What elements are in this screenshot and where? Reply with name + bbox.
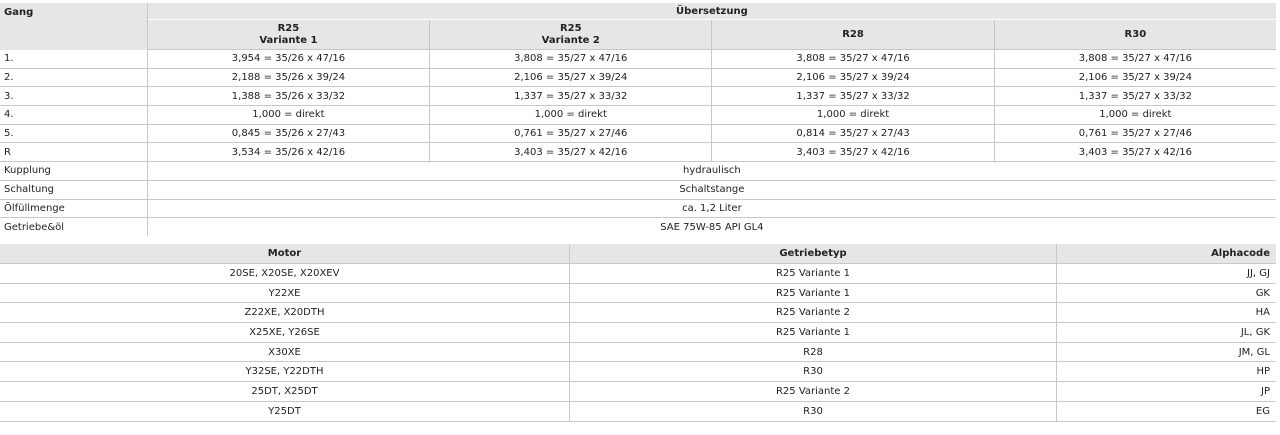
ratio-cell: 0,761 = 35/27 x 27/46 [993, 124, 1276, 144]
motor-cell: Z22XE, X20DTH [0, 302, 570, 324]
gear-label: 3. [0, 86, 148, 107]
spec-row: Ölfüllmenge ca. 1,2 Liter [0, 199, 1276, 219]
alphacode-cell: HP [1056, 361, 1276, 383]
gear-label: 1. [0, 49, 148, 69]
spec-label: Getriebe&öl [0, 217, 148, 236]
motor-cell: X25XE, Y26SE [0, 322, 570, 343]
column-model: R30 [1124, 28, 1147, 40]
getriebetyp-header: Getriebetyp [569, 244, 1057, 264]
alphacode-cell: JP [1056, 381, 1276, 402]
alphacode-cell: JM, GL [1056, 342, 1276, 363]
motor-cell: 25DT, X25DT [0, 381, 570, 402]
gear-row: R 3,534 = 35/26 x 42/16 3,403 = 35/27 x 42… [0, 142, 1276, 163]
column-header: R25 Variante 1 [146, 19, 430, 50]
motor-cell: Y22XE [0, 283, 570, 304]
ratio-cell: 1,000 = direkt [146, 105, 430, 125]
getriebetyp-cell: R30 [569, 401, 1057, 422]
column-header: R30 [993, 19, 1276, 50]
ratio-cell: 1,000 = direkt [993, 105, 1276, 125]
motor-cell: 20SE, X20SE, X20XEV [0, 263, 570, 284]
getriebetyp-cell: R30 [569, 361, 1057, 383]
gear-row: 3. 1,388 = 35/26 x 33/32 1,337 = 35/27 x 3… [0, 86, 1276, 107]
getriebetyp-cell: R25 Variante 1 [569, 283, 1057, 304]
ratio-cell: 2,106 = 35/27 x 39/24 [993, 68, 1276, 88]
column-model: R25 [277, 22, 300, 34]
ratio-cell: 2,188 = 35/26 x 39/24 [146, 68, 430, 88]
spec-value: Schaltstange [147, 180, 1276, 200]
ratio-cell: 1,000 = direkt [711, 105, 995, 125]
column-model: R28 [842, 28, 864, 40]
alphacode-cell: JJ, GJ [1056, 263, 1276, 284]
ratio-cell: 3,403 = 35/27 x 42/16 [429, 142, 712, 163]
uebersetzung-header: Übersetzung [147, 3, 1276, 20]
gear-row: 2. 2,188 = 35/26 x 39/24 2,106 = 35/27 x 3… [0, 68, 1276, 88]
ratio-cell: 3,403 = 35/27 x 42/16 [711, 142, 995, 163]
ratio-cell: 0,845 = 35/26 x 27/43 [146, 124, 430, 144]
getriebetyp-cell: R25 Variante 2 [569, 302, 1057, 324]
spec-value: ca. 1,2 Liter [147, 199, 1276, 219]
ratio-cell: 3,954 = 35/26 x 47/16 [146, 49, 430, 69]
column-variant: Variante 2 [541, 34, 600, 46]
ratio-cell: 0,761 = 35/27 x 27/46 [429, 124, 712, 144]
ratio-cell: 2,106 = 35/27 x 39/24 [711, 68, 995, 88]
alphacode-cell: GK [1056, 283, 1276, 304]
alphacode-cell: EG [1056, 401, 1276, 422]
spec-value: hydraulisch [147, 161, 1276, 181]
motor-row: 20SE, X20SE, X20XEV R25 Variante 1 JJ, GJ [0, 263, 1276, 284]
gang-header: Gang [0, 3, 148, 50]
column-header: R25 Variante 2 [429, 19, 712, 50]
gear-label: 5. [0, 124, 148, 144]
spec-label: Schaltung [0, 180, 148, 200]
getriebetyp-cell: R25 Variante 1 [569, 322, 1057, 343]
getriebetyp-cell: R25 Variante 1 [569, 263, 1057, 284]
spec-row: Schaltung Schaltstange [0, 180, 1276, 200]
spec-row: Getriebe&öl SAE 75W-85 API GL4 [0, 217, 1276, 236]
motor-row: Z22XE, X20DTH R25 Variante 2 HA [0, 302, 1276, 324]
gear-ratio-table: Gang Übersetzung R25 Variante 1 R25 Variant… [0, 3, 1276, 236]
motor-row: Y22XE R25 Variante 1 GK [0, 283, 1276, 304]
column-header: R28 [711, 19, 995, 50]
motor-row: Y25DT R30 EG [0, 401, 1276, 422]
gear-label: 4. [0, 105, 148, 125]
spec-value: SAE 75W-85 API GL4 [660, 221, 764, 233]
ratio-cell: 3,808 = 35/27 x 47/16 [711, 49, 995, 69]
motor-row: X30XE R28 JM, GL [0, 342, 1276, 363]
motor-table: Motor Getriebetyp Alphacode 20SE, X20SE,… [0, 244, 1276, 422]
ratio-cell: 1,000 = direkt [429, 105, 712, 125]
spec-label: Ölfüllmenge [0, 199, 148, 219]
spec-row: Kupplung hydraulisch [0, 161, 1276, 181]
alphacode-header: Alphacode [1056, 244, 1276, 264]
ratio-cell: 3,403 = 35/27 x 42/16 [993, 142, 1276, 163]
gear-label: R [0, 142, 148, 163]
ratio-cell: 1,337 = 35/27 x 33/32 [993, 86, 1276, 107]
gear-row: 5. 0,845 = 35/26 x 27/43 0,761 = 35/27 x 2… [0, 124, 1276, 144]
ratio-cell: 2,106 = 35/27 x 39/24 [429, 68, 712, 88]
getriebetyp-cell: R25 Variante 2 [569, 381, 1057, 402]
column-variant: Variante 1 [259, 34, 318, 46]
ratio-cell: 1,388 = 35/26 x 33/32 [146, 86, 430, 107]
ratio-cell: 0,814 = 35/27 x 27/43 [711, 124, 995, 144]
ratio-cell: 1,337 = 35/27 x 33/32 [711, 86, 995, 107]
motor-cell: Y25DT [0, 401, 570, 422]
alphacode-cell: JL, GK [1056, 322, 1276, 343]
motor-cell: Y32SE, Y22DTH [0, 361, 570, 383]
motor-row: 25DT, X25DT R25 Variante 2 JP [0, 381, 1276, 402]
gear-row: 1. 3,954 = 35/26 x 47/16 3,808 = 35/27 x 4… [0, 49, 1276, 69]
motor-cell: X30XE [0, 342, 570, 363]
gear-label: 2. [0, 68, 148, 88]
motor-header: Motor [0, 244, 570, 264]
motor-row: Y32SE, Y22DTH R30 HP [0, 361, 1276, 383]
ratio-cell: 1,337 = 35/27 x 33/32 [429, 86, 712, 107]
gear-row: 4. 1,000 = direkt 1,000 = direkt 1,000 = di… [0, 105, 1276, 125]
alphacode-cell: HA [1056, 302, 1276, 324]
motor-row: X25XE, Y26SE R25 Variante 1 JL, GK [0, 322, 1276, 343]
ratio-cell: 3,808 = 35/27 x 47/16 [429, 49, 712, 69]
ratio-cell: 3,534 = 35/26 x 42/16 [146, 142, 430, 163]
ratio-cell: 3,808 = 35/27 x 47/16 [993, 49, 1276, 69]
getriebetyp-cell: R28 [569, 342, 1057, 363]
column-model: R25 [559, 22, 582, 34]
spec-label: Kupplung [0, 161, 148, 181]
